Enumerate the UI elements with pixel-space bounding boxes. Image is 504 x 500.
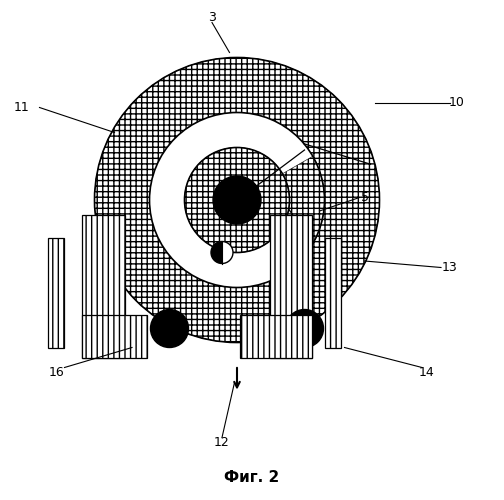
Circle shape <box>213 176 261 224</box>
Bar <box>270 215 312 358</box>
Circle shape <box>211 242 233 264</box>
Circle shape <box>151 310 188 348</box>
Bar <box>82 315 147 358</box>
Text: 10: 10 <box>449 96 465 109</box>
Circle shape <box>285 310 324 348</box>
Text: 13: 13 <box>442 261 457 274</box>
Wedge shape <box>211 242 222 264</box>
Circle shape <box>184 148 289 252</box>
Bar <box>48 238 64 348</box>
Text: 12: 12 <box>214 436 230 449</box>
Text: 11: 11 <box>14 101 30 114</box>
Text: Фиг. 2: Фиг. 2 <box>224 470 280 485</box>
Circle shape <box>95 58 380 343</box>
Text: 5: 5 <box>360 191 368 204</box>
Text: 14: 14 <box>419 366 435 379</box>
Bar <box>239 315 312 358</box>
Text: 3: 3 <box>208 11 216 24</box>
Bar <box>325 238 341 348</box>
Circle shape <box>150 112 325 288</box>
Text: 16: 16 <box>49 366 65 379</box>
Bar <box>82 215 124 358</box>
